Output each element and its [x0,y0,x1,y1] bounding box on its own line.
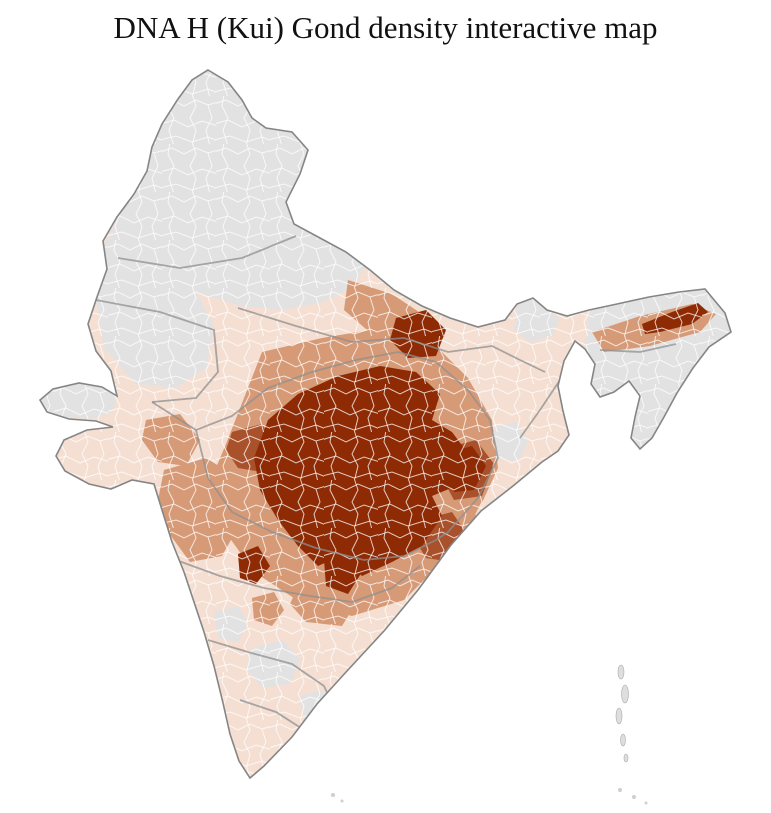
outlying-islets [331,788,648,805]
india-outline [38,69,732,780]
map-title: DNA H (Kui) Gond density interactive map [113,10,658,45]
state-borders [95,235,677,731]
andaman-islands[interactable] [615,664,629,763]
